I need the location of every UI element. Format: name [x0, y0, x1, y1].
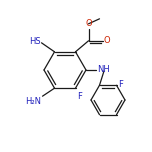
Text: O: O — [85, 19, 92, 28]
Text: H₂N: H₂N — [26, 97, 41, 106]
Text: NH: NH — [97, 66, 110, 74]
Text: F: F — [78, 92, 82, 101]
Text: HS: HS — [29, 37, 40, 46]
Text: F: F — [119, 80, 123, 89]
Text: O: O — [104, 36, 110, 45]
